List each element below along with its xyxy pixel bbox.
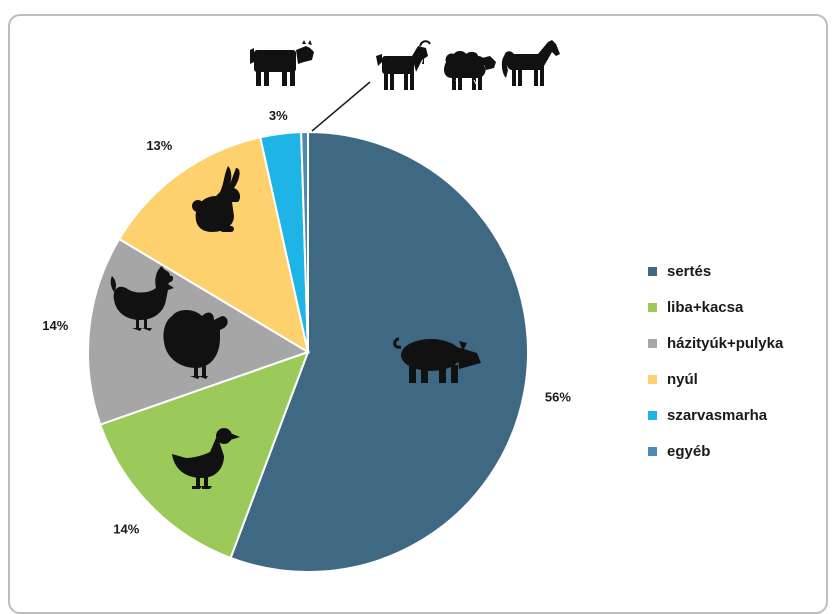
legend-swatch [648, 267, 657, 276]
pig-icon [393, 337, 481, 383]
legend-swatch [648, 447, 657, 456]
turkey-icon [163, 310, 228, 379]
sheep-icon [444, 51, 496, 90]
legend-item-1: sertés [648, 262, 783, 281]
data-label-4: 13% [146, 138, 172, 153]
leader-line [311, 81, 371, 132]
legend-label: házityúk+pulyka [667, 335, 784, 352]
data-label-3: 14% [42, 318, 68, 333]
legend-swatch [648, 411, 657, 420]
pie-chart: 56% 14% 14% 13% 3% [42, 40, 571, 573]
data-label-5: 3% [269, 108, 288, 123]
legend-item-5: szarvasmarha [648, 406, 783, 425]
legend-item-4: nyúl [648, 370, 783, 389]
pie-slice-1 [229, 130, 529, 573]
duck-icon [172, 428, 240, 489]
horse-icon [501, 40, 560, 86]
legend-item-2: liba+kacsa [648, 298, 783, 317]
data-labels: 56% 14% 14% 13% 3% [42, 108, 571, 537]
legend-label: szarvasmarha [667, 407, 768, 424]
data-label-2: 14% [113, 521, 139, 536]
legend-swatch [648, 339, 657, 348]
legend-label: liba+kacsa [667, 299, 744, 316]
legend-item-3: házityúk+pulyka [648, 334, 783, 353]
goat-icon [376, 40, 431, 90]
legend-swatch [648, 303, 657, 312]
legend-label: sertés [667, 263, 712, 280]
legend-item-6: egyéb [648, 442, 783, 461]
legend: sertés liba+kacsa házityúk+pulyka nyúl szarv… [648, 262, 783, 478]
rabbit-icon [192, 166, 241, 232]
chicken-icon [110, 266, 174, 331]
cow-icon [250, 40, 314, 86]
data-label-1: 56% [545, 389, 571, 404]
legend-label: egyéb [667, 443, 711, 460]
legend-label: nyúl [667, 371, 698, 388]
legend-swatch [648, 375, 657, 384]
pie-slice-6 [300, 130, 309, 353]
pie-slice-4 [117, 136, 310, 355]
